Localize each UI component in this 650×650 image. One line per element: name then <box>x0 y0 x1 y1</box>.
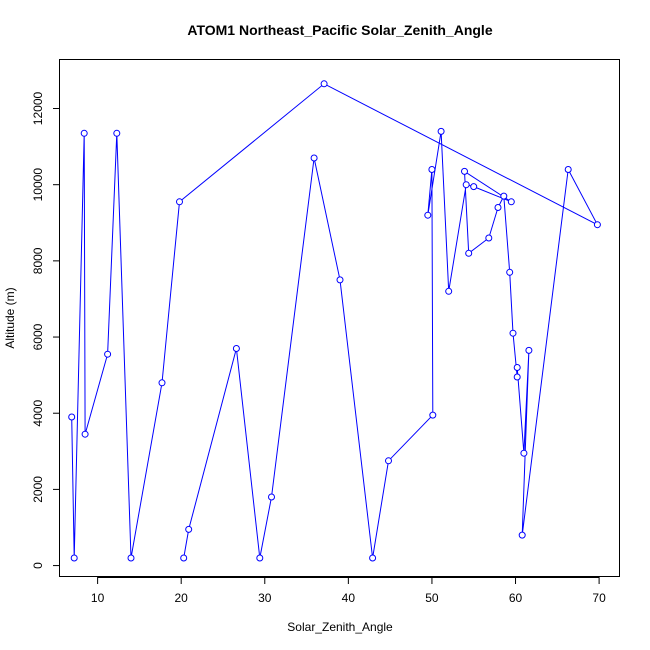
data-point <box>80 129 88 137</box>
data-point <box>462 181 470 189</box>
data-point <box>520 449 528 457</box>
data-point <box>127 554 135 562</box>
data-point <box>494 204 502 211</box>
data-point <box>429 411 437 419</box>
chart-title: ATOM1 Northeast_Pacific Solar_Zenith_Ang… <box>187 22 492 38</box>
plot-frame <box>59 59 620 577</box>
x-tick-label: 40 <box>342 591 356 605</box>
data-point <box>500 192 508 200</box>
x-tick-label: 50 <box>425 591 439 605</box>
data-point <box>513 364 521 371</box>
x-tick-label: 60 <box>509 591 523 605</box>
x-axis-label: Solar_Zenith_Angle <box>287 620 393 634</box>
data-point <box>461 167 468 175</box>
x-tick-label: 30 <box>258 591 272 605</box>
series-line <box>71 83 599 559</box>
data-point <box>268 493 275 501</box>
data-point <box>104 350 112 358</box>
data-point <box>256 554 264 562</box>
data-point <box>506 268 514 276</box>
data-point <box>310 154 318 162</box>
data-point <box>68 413 76 421</box>
data-point <box>158 379 166 387</box>
y-tick-label: 12000 <box>31 92 45 126</box>
x-axis: 10 20 30 40 50 60 70 <box>91 577 606 605</box>
data-point <box>185 525 193 533</box>
y-tick-label: 2000 <box>31 476 45 503</box>
y-axis: 0 2000 4000 6000 8000 10000 12000 <box>31 92 60 569</box>
x-tick-label: 10 <box>91 591 105 605</box>
data-point <box>518 531 526 539</box>
data-point <box>81 430 89 438</box>
y-tick-label: 10000 <box>31 168 45 202</box>
data-point <box>564 166 572 173</box>
data-point <box>113 129 121 137</box>
x-tick-label: 20 <box>175 591 189 605</box>
data-point <box>465 249 473 257</box>
data-point <box>513 373 521 381</box>
y-tick-label: 8000 <box>31 247 45 274</box>
data-point <box>525 346 533 354</box>
y-tick-label: 0 <box>31 562 45 569</box>
data-point <box>320 80 328 88</box>
data-series <box>68 80 601 562</box>
x-tick-label: 70 <box>592 591 606 605</box>
data-point <box>369 554 377 562</box>
data-point <box>507 198 515 206</box>
data-point <box>437 127 445 135</box>
data-point <box>445 287 453 295</box>
data-point <box>428 166 436 173</box>
data-point <box>385 457 392 465</box>
data-point <box>176 198 183 206</box>
data-point <box>180 554 188 562</box>
data-point <box>509 329 517 337</box>
data-point <box>485 234 493 242</box>
data-point <box>70 554 78 562</box>
data-point <box>593 221 601 229</box>
y-tick-label: 6000 <box>31 323 45 350</box>
y-tick-label: 4000 <box>31 400 45 427</box>
data-point <box>336 276 344 284</box>
y-axis-label: Altitude (m) <box>3 287 17 348</box>
data-point <box>232 345 240 352</box>
data-point <box>470 183 478 191</box>
data-point <box>424 211 432 219</box>
